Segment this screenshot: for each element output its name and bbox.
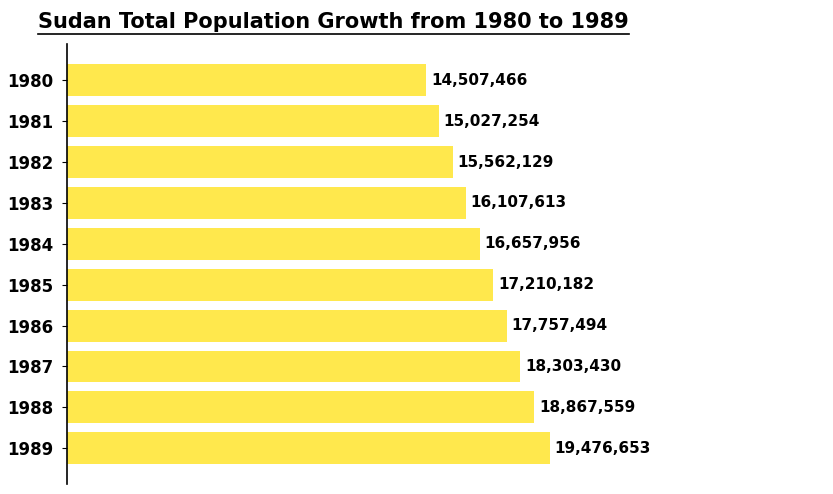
Bar (67, 187, 466, 219)
Bar (67, 105, 439, 137)
Text: 16,657,956: 16,657,956 (484, 236, 581, 251)
Text: 17,757,494: 17,757,494 (511, 318, 607, 333)
Text: 18,867,559: 18,867,559 (539, 400, 636, 415)
Bar (67, 351, 521, 382)
Bar (67, 146, 452, 178)
Text: 18,303,430: 18,303,430 (525, 359, 621, 374)
Text: 14,507,466: 14,507,466 (431, 73, 527, 88)
Bar (67, 64, 426, 96)
Title: Sudan Total Population Growth from 1980 to 1989: Sudan Total Population Growth from 1980 … (37, 12, 629, 32)
Bar (67, 391, 535, 423)
Bar (67, 187, 466, 219)
Text: 17,210,182: 17,210,182 (498, 277, 594, 292)
Bar (67, 105, 439, 137)
Bar (67, 269, 493, 301)
Bar (67, 391, 535, 423)
Text: 16,107,613: 16,107,613 (471, 196, 566, 210)
Bar (67, 146, 452, 178)
Bar (67, 432, 550, 464)
Bar (67, 351, 521, 382)
Bar (67, 310, 507, 341)
Bar (67, 310, 507, 341)
Bar (67, 432, 550, 464)
Text: 15,562,129: 15,562,129 (457, 155, 553, 169)
Bar (67, 269, 493, 301)
Bar (67, 228, 480, 260)
Bar (67, 64, 426, 96)
Bar (67, 228, 480, 260)
Text: 19,476,653: 19,476,653 (554, 441, 651, 455)
Text: 15,027,254: 15,027,254 (444, 114, 540, 129)
